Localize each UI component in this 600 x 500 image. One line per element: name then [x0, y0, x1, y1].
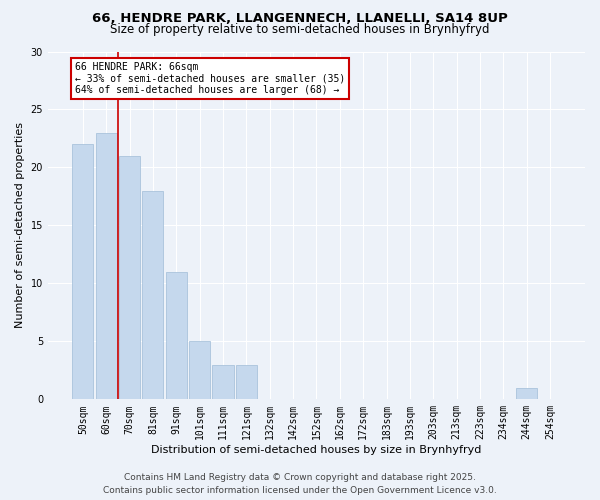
Bar [212, 364, 233, 400]
Text: Size of property relative to semi-detached houses in Brynhyfryd: Size of property relative to semi-detach… [110, 22, 490, 36]
Y-axis label: Number of semi-detached properties: Number of semi-detached properties [15, 122, 25, 328]
Bar [73, 144, 94, 400]
Bar [95, 132, 117, 400]
Bar [119, 156, 140, 400]
Bar [236, 364, 257, 400]
X-axis label: Distribution of semi-detached houses by size in Brynhyfryd: Distribution of semi-detached houses by … [151, 445, 482, 455]
Bar [516, 388, 537, 400]
Text: 66, HENDRE PARK, LLANGENNECH, LLANELLI, SA14 8UP: 66, HENDRE PARK, LLANGENNECH, LLANELLI, … [92, 12, 508, 26]
Text: Contains HM Land Registry data © Crown copyright and database right 2025.
Contai: Contains HM Land Registry data © Crown c… [103, 474, 497, 495]
Bar [142, 190, 163, 400]
Bar [166, 272, 187, 400]
Bar [189, 342, 210, 400]
Text: 66 HENDRE PARK: 66sqm
← 33% of semi-detached houses are smaller (35)
64% of semi: 66 HENDRE PARK: 66sqm ← 33% of semi-deta… [75, 62, 345, 95]
